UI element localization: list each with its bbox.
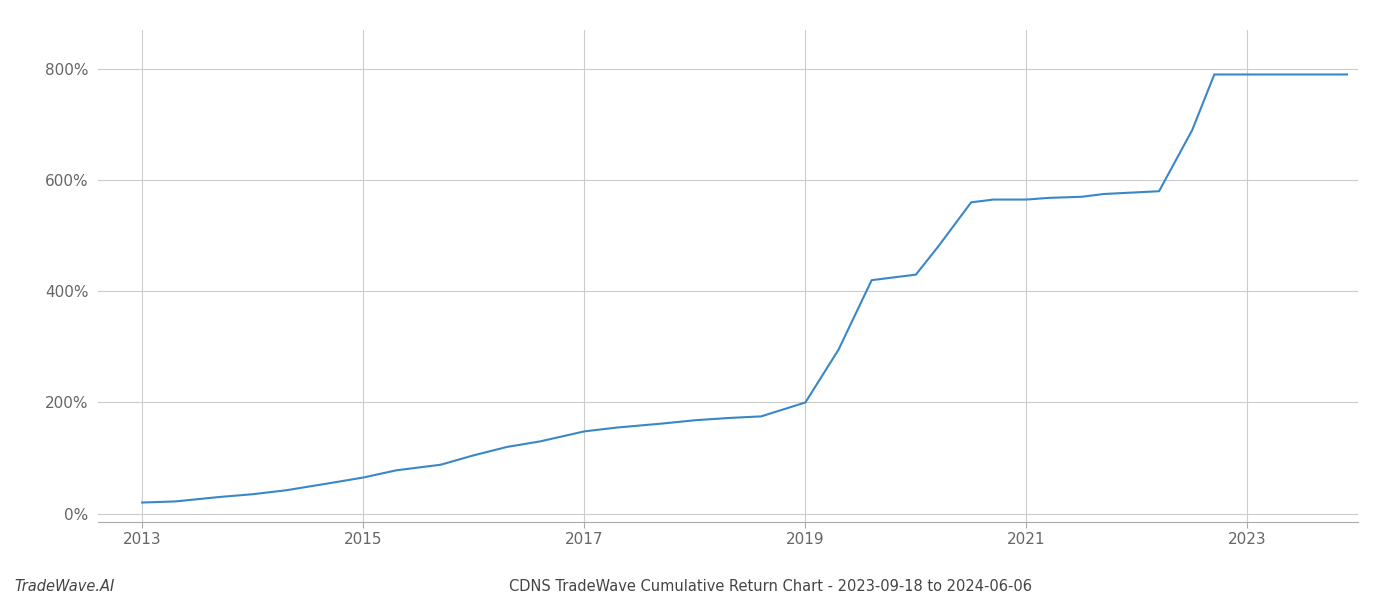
Text: TradeWave.AI: TradeWave.AI xyxy=(14,579,115,594)
Text: CDNS TradeWave Cumulative Return Chart - 2023-09-18 to 2024-06-06: CDNS TradeWave Cumulative Return Chart -… xyxy=(508,579,1032,594)
